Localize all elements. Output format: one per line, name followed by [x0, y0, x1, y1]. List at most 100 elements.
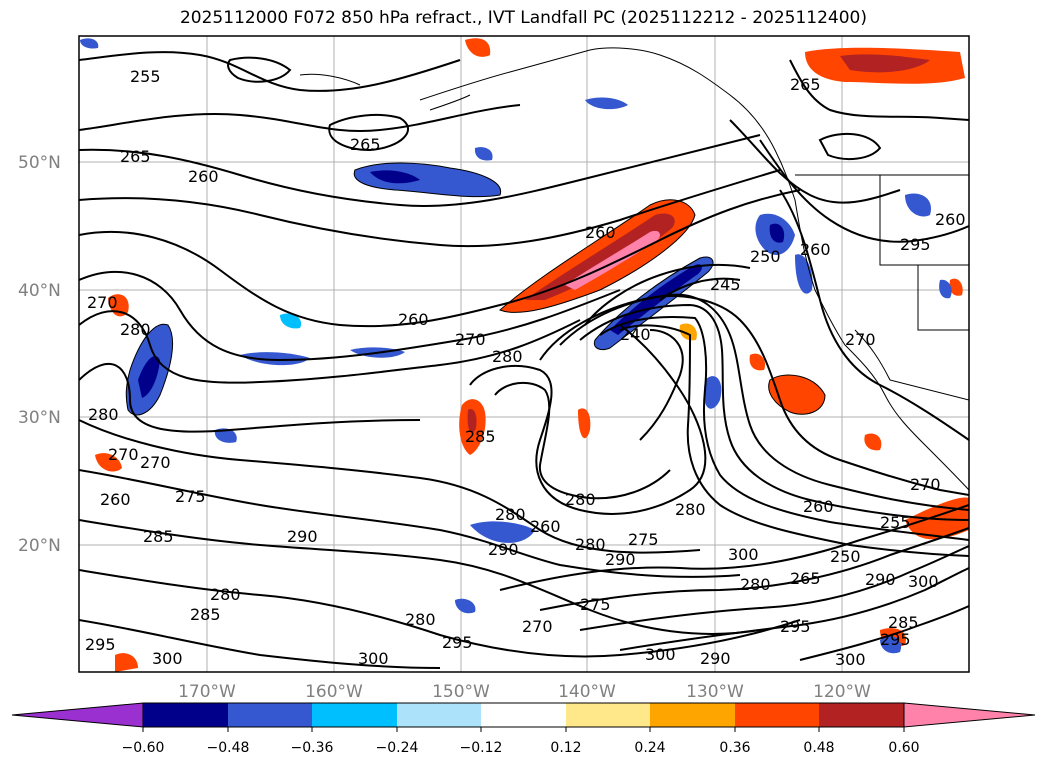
contour-label: 275 — [580, 595, 611, 614]
contour-label: 290 — [700, 649, 731, 668]
colorbar-extend-low — [11, 702, 144, 728]
atmospheric-river-core — [525, 213, 675, 300]
contour-label: 300 — [908, 572, 939, 591]
contour-label: 275 — [175, 487, 206, 506]
contour-label: 280 — [575, 535, 606, 554]
colorbar-tick-label: −0.24 — [376, 740, 419, 756]
contour-label: 270 — [522, 617, 553, 636]
contour-label: 290 — [287, 527, 318, 546]
contour-label: 300 — [152, 649, 183, 668]
contour-label: 285 — [190, 605, 221, 624]
contour-label: 270 — [845, 330, 876, 349]
longitude-labels: 170°W 160°W 150°W 140°W 130°W 120°W — [178, 682, 871, 702]
colorbar-tick-label: −0.36 — [291, 740, 334, 756]
colorbar-tick-label: 0.60 — [888, 740, 919, 756]
map-frame — [78, 35, 970, 673]
colorbar-segment — [481, 703, 566, 727]
contour-label: 240 — [620, 325, 651, 344]
colorbar-tick-label: 0.36 — [719, 740, 750, 756]
colorbar: −0.60 −0.48 −0.36 −0.24 −0.12 0.12 0.24 … — [11, 702, 1036, 756]
contour-label: 260 — [800, 240, 831, 259]
contour-label: 260 — [188, 167, 219, 186]
contour-label: 280 — [565, 490, 596, 509]
contour-label: 260 — [585, 223, 616, 242]
colorbar-segment — [143, 703, 228, 727]
contour-label: 270 — [108, 445, 139, 464]
latitude-labels: 50°N 40°N 30°N 20°N — [18, 153, 61, 556]
contour-label: 285 — [465, 427, 496, 446]
contour-label: 260 — [530, 517, 561, 536]
contour-label: 270 — [87, 293, 118, 312]
contour-label: 285 — [888, 613, 919, 632]
contour-label: 245 — [710, 275, 741, 294]
contour-label: 280 — [88, 405, 119, 424]
contour-label: 265 — [790, 75, 821, 94]
lon-label-120w: 120°W — [813, 682, 871, 702]
lat-label-30n: 30°N — [18, 408, 61, 428]
contour-label: 300 — [358, 649, 389, 668]
colorbar-segment — [397, 703, 481, 727]
colorbar-segment — [735, 703, 819, 727]
lon-label-160w: 160°W — [305, 682, 363, 702]
colorbar-tick-label: −0.60 — [122, 740, 165, 756]
lon-label-130w: 130°W — [686, 682, 744, 702]
contour-label: 295 — [880, 630, 911, 649]
lon-label-140w: 140°W — [558, 682, 616, 702]
contour-label: 290 — [865, 570, 896, 589]
colorbar-segment — [312, 703, 397, 727]
lon-label-170w: 170°W — [178, 682, 236, 702]
contour-label: 280 — [405, 610, 436, 629]
contour-label: 275 — [628, 530, 659, 549]
contour-label: 270 — [910, 475, 941, 494]
contour-label: 295 — [780, 617, 811, 636]
colorbar-tick-label: 0.24 — [634, 740, 665, 756]
contour-label: 260 — [803, 497, 834, 516]
contour-label: 270 — [140, 453, 171, 472]
contour-label: 255 — [880, 513, 911, 532]
lat-label-40n: 40°N — [18, 281, 61, 301]
contour-label: 260 — [935, 210, 966, 229]
contour-label: 265 — [790, 569, 821, 588]
contour-label: 290 — [488, 540, 519, 559]
contour-label: 250 — [830, 547, 861, 566]
contour-label: 255 — [130, 67, 161, 86]
contour-label: 295 — [442, 633, 473, 652]
contour-label: 260 — [398, 310, 429, 329]
colorbar-ticks — [142, 727, 905, 732]
contour-label: 280 — [495, 505, 526, 524]
coastline — [299, 47, 969, 491]
anomaly-outlines — [125, 162, 826, 416]
contour-label: 300 — [645, 645, 676, 664]
contour-label: 290 — [605, 550, 636, 569]
contour-label: 270 — [455, 330, 486, 349]
lon-label-150w: 150°W — [432, 682, 490, 702]
contour-labels: 255 265 260 265 260 270 280 260 270 280 … — [85, 67, 966, 669]
contour-label: 295 — [900, 235, 931, 254]
positive-anomaly-regions — [95, 38, 969, 672]
colorbar-tick-label: 0.12 — [550, 740, 581, 756]
colorbar-tick-label: −0.48 — [207, 740, 250, 756]
colorbar-extend-high — [903, 702, 1036, 728]
map-title: 2025112000 F072 850 hPa refract., IVT La… — [179, 8, 867, 28]
graticule — [79, 36, 969, 672]
colorbar-segment — [650, 703, 735, 727]
map-plot-area — [79, 36, 969, 672]
contour-label: 295 — [85, 635, 116, 654]
colorbar-segment — [228, 703, 312, 727]
contour-label: 280 — [210, 585, 241, 604]
contour-label: 280 — [675, 500, 706, 519]
contour-label: 300 — [835, 650, 866, 669]
lat-label-50n: 50°N — [18, 153, 61, 173]
atmospheric-river-peak — [565, 230, 661, 290]
contour-label: 265 — [350, 135, 381, 154]
contour-label: 250 — [750, 247, 781, 266]
contour-label: 285 — [143, 527, 174, 546]
contour-label: 300 — [728, 545, 759, 564]
contour-label: 260 — [100, 490, 131, 509]
colorbar-tick-label: 0.48 — [803, 740, 834, 756]
contour-label: 265 — [120, 147, 151, 166]
lat-label-20n: 20°N — [18, 536, 61, 556]
colorbar-tick-label: −0.12 — [460, 740, 503, 756]
subtropical-positive-2 — [768, 375, 825, 415]
contour-label: 280 — [120, 320, 151, 339]
